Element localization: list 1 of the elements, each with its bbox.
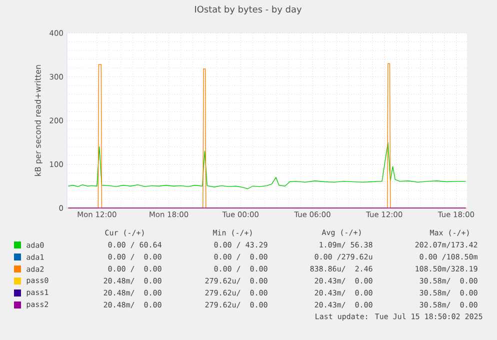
chart-title: IOstat by bytes - by day [195, 6, 302, 14]
